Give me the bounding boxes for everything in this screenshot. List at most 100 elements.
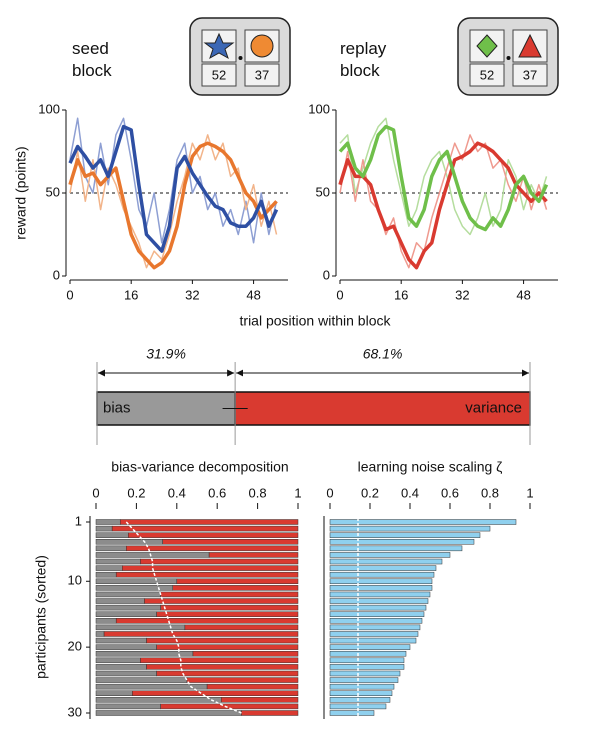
option-value: 52 <box>212 67 226 82</box>
y-axis-label: reward (points) <box>13 146 29 239</box>
x-tick-label: 0 <box>66 287 73 302</box>
bar-segment <box>126 545 299 552</box>
bar-segment <box>95 532 129 538</box>
bar-segment <box>115 618 299 624</box>
bar-segment <box>95 552 210 558</box>
bar-segment <box>95 631 105 637</box>
bar-segment <box>95 710 242 716</box>
option-icon: 52 37 <box>189 17 291 96</box>
bar-segment <box>140 558 299 565</box>
series-line <box>338 124 549 232</box>
x-tick-label: 0 <box>336 287 343 302</box>
bar <box>329 558 443 565</box>
bar-segment <box>156 670 299 677</box>
bar-segment <box>95 644 157 650</box>
segment-name: variance <box>465 399 522 416</box>
x-tick-label: 0 <box>326 485 333 500</box>
bar-segment <box>156 644 299 650</box>
bar-segment <box>95 657 141 664</box>
bar <box>329 525 491 532</box>
bar <box>329 677 399 683</box>
bar <box>329 631 419 637</box>
bar-segment <box>162 539 299 545</box>
bar-segment <box>95 677 188 683</box>
bar-segment <box>95 664 147 670</box>
bar <box>329 683 395 690</box>
x-tick-label: 48 <box>516 287 530 302</box>
segment-label: 31.9% <box>146 346 186 362</box>
panel-title: replay block <box>340 39 387 80</box>
x-tick-label: 0.8 <box>481 485 499 500</box>
bar <box>329 591 431 598</box>
option-value: 37 <box>523 67 537 82</box>
x-tick-label: 1 <box>526 485 533 500</box>
bar-segment <box>140 657 299 664</box>
bar <box>329 611 425 617</box>
series-line <box>68 141 278 270</box>
bar-segment <box>186 677 299 683</box>
y-axis-label: participants (sorted) <box>33 555 49 679</box>
bar-segment <box>160 591 299 598</box>
y-tick-label: 10 <box>68 573 82 588</box>
bar-segment <box>144 598 299 604</box>
bar-segment <box>176 578 299 585</box>
bar <box>329 624 421 631</box>
bar-segment <box>95 591 161 598</box>
x-axis-label: trial position within block <box>240 313 392 329</box>
bar <box>329 578 433 585</box>
bar-segment <box>241 710 299 716</box>
bar-segment <box>95 624 186 631</box>
y-tick-label: 1 <box>75 513 82 528</box>
chart-title: learning noise scaling ζ <box>358 459 503 475</box>
bar <box>329 618 423 624</box>
bar <box>329 545 463 552</box>
bar-segment <box>111 525 299 532</box>
x-tick-label: 16 <box>394 287 408 302</box>
x-tick-label: 0.8 <box>249 485 267 500</box>
bar-segment <box>184 624 299 631</box>
panel-title: seed block <box>72 39 112 80</box>
bar-segment <box>146 637 299 644</box>
bar-segment <box>95 545 127 552</box>
y-tick-label: 50 <box>46 184 60 199</box>
option-value: 52 <box>480 67 494 82</box>
segment-label: 68.1% <box>363 346 403 362</box>
y-tick-label: 30 <box>68 704 82 719</box>
trend-line <box>125 521 242 714</box>
x-tick-label: 32 <box>455 287 469 302</box>
x-tick-label: 0.4 <box>168 485 186 500</box>
bar-segment <box>95 618 117 624</box>
bar <box>329 650 407 657</box>
bar <box>329 585 433 591</box>
bar <box>329 690 393 696</box>
x-tick-label: 0.2 <box>361 485 379 500</box>
bar <box>329 532 481 538</box>
bar-segment <box>220 697 299 703</box>
bar <box>329 565 437 571</box>
bar <box>329 637 417 644</box>
option-value: 37 <box>255 67 269 82</box>
y-tick-label: 50 <box>316 184 330 199</box>
x-tick-label: 1 <box>294 485 301 500</box>
bar-segment <box>160 703 299 710</box>
x-tick-label: 0.4 <box>401 485 419 500</box>
bar <box>329 552 451 558</box>
bar <box>329 571 435 578</box>
bar-segment <box>172 585 299 591</box>
y-tick-label: 0 <box>53 267 60 282</box>
bar-segment <box>95 690 133 696</box>
x-tick-label: 16 <box>124 287 138 302</box>
bar-segment <box>95 558 141 565</box>
y-tick-label: 100 <box>308 101 330 116</box>
x-tick-label: 32 <box>185 287 199 302</box>
chart-title: bias-variance decomposition <box>111 459 288 475</box>
bar-segment <box>95 611 157 617</box>
bar <box>329 670 401 677</box>
bar-segment <box>95 585 174 591</box>
x-tick-label: 48 <box>246 287 260 302</box>
bar <box>329 644 411 650</box>
bar-segment <box>206 683 299 690</box>
y-tick-label: 20 <box>68 639 82 654</box>
bar <box>329 710 375 716</box>
